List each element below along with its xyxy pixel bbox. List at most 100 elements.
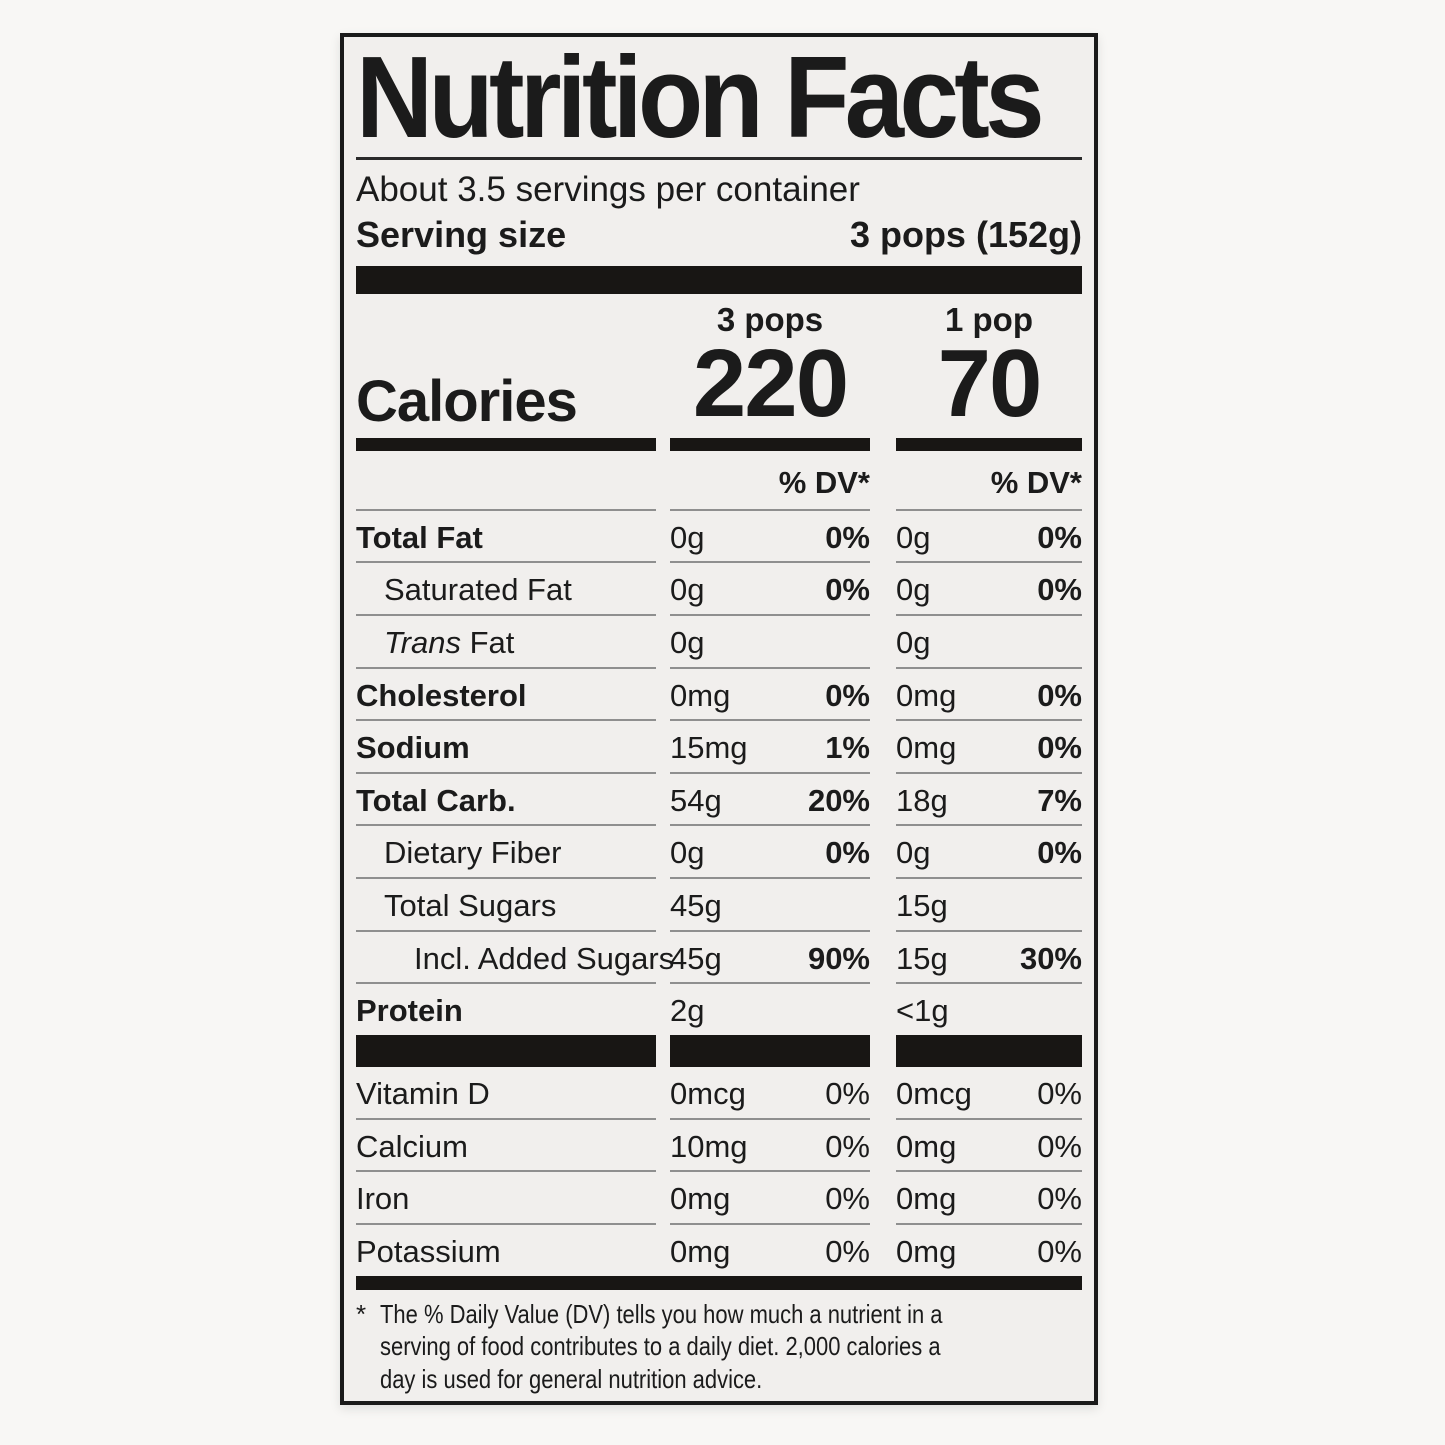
- nutrient-daily-value: 0%: [1037, 730, 1082, 766]
- nutrient-amount: <1g: [896, 993, 949, 1029]
- nutrient-value-cell: 0mg 0%: [670, 1170, 870, 1223]
- nutrient-name: Total Fat: [356, 508, 656, 562]
- micronutrient-rows: Vitamin D 0mcg 0% 0mcg 0% Calcium 10mg 0% 0mg 0% I…: [356, 1067, 1082, 1276]
- nutrient-value-cell: 0g: [670, 613, 870, 667]
- nutrient-name: Vitamin D: [356, 1076, 490, 1112]
- nutrient-value-cell: 0mg 0%: [896, 1222, 1082, 1276]
- nutrient-name: Calcium: [356, 1117, 656, 1171]
- nutrient-value-cell: 0g 0%: [670, 561, 870, 614]
- nutrient-value-cell: 0mg 0%: [896, 1170, 1082, 1223]
- nutrient-daily-value: 0%: [1037, 1233, 1082, 1269]
- section-bar-segment: [896, 1035, 1082, 1068]
- nutrient-daily-value: 7%: [1037, 782, 1082, 818]
- nutrient-value-cell: 2g: [670, 982, 870, 1035]
- daily-value-header: % DV*: [778, 464, 870, 500]
- nutrient-value-cell: <1g: [896, 982, 1082, 1035]
- nutrient-daily-value: 0%: [825, 1076, 870, 1112]
- nutrient-daily-value: 0%: [1037, 1128, 1082, 1164]
- nutrient-value-cell: 10mg 0%: [670, 1117, 870, 1171]
- calories-divider-segment: [356, 437, 656, 451]
- nutrient-row: Total Carb. 54g 20% 18g 7%: [356, 771, 1082, 825]
- micronutrient-row: Potassium 0mg 0% 0mg 0%: [356, 1222, 1082, 1276]
- nutrient-name: Total Sugars: [356, 877, 656, 930]
- nutrient-name: Dietary Fiber: [356, 824, 656, 877]
- nutrient-daily-value: 0%: [1037, 1076, 1082, 1112]
- nutrient-name: Saturated Fat: [356, 561, 656, 614]
- section-bars: [356, 1035, 1082, 1068]
- daily-value-header-row: % DV* % DV*: [356, 451, 1082, 509]
- nutrient-name: Iron: [356, 1170, 656, 1223]
- label-title: Nutrition Facts: [356, 33, 1045, 162]
- nutrient-amount: 0mg: [670, 677, 731, 713]
- nutrient-amount: 0g: [670, 519, 705, 555]
- nutrient-amount: 0mg: [896, 730, 957, 766]
- nutrition-facts-label: Nutrition Facts About 3.5 servings per c…: [340, 33, 1098, 1405]
- nutrient-value-cell: 45g 90%: [670, 929, 870, 983]
- micronutrient-row: Iron 0mg 0% 0mg 0%: [356, 1170, 1082, 1223]
- nutrient-row: Dietary Fiber 0g 0% 0g 0%: [356, 824, 1082, 877]
- nutrient-amount: 0g: [896, 624, 931, 660]
- calories-divider-segment: [896, 437, 1082, 451]
- nutrient-amount: 0mg: [670, 1181, 731, 1217]
- nutrient-daily-value: 30%: [1019, 940, 1082, 976]
- calories-divider-segment: [670, 437, 870, 451]
- nutrient-row: Incl. Added Sugars 45g 90% 15g 30%: [356, 929, 1082, 983]
- nutrient-value-cell: 0g 0%: [670, 824, 870, 877]
- nutrient-row: Cholesterol 0mg 0% 0mg 0%: [356, 666, 1082, 720]
- nutrient-daily-value: 0%: [1037, 1181, 1082, 1217]
- column-headers-row: 3 pops 1 pop: [356, 301, 1082, 338]
- nutrient-value-cell: 54g 20%: [670, 771, 870, 825]
- nutrient-value-cell: 15g 30%: [896, 929, 1082, 983]
- nutrient-row: Trans Fat 0g 0g: [356, 613, 1082, 667]
- nutrient-amount: 0g: [896, 572, 931, 608]
- calories-value-per-serving: 220: [692, 330, 849, 438]
- nutrient-amount: 2g: [670, 993, 705, 1029]
- nutrient-value-cell: 0mcg 0%: [670, 1067, 870, 1118]
- nutrient-daily-value: 0%: [825, 572, 870, 608]
- nutrient-name: Protein: [356, 982, 656, 1035]
- nutrient-amount: 15mg: [670, 730, 748, 766]
- servings-per-container: About 3.5 servings per container: [356, 170, 860, 209]
- nutrient-amount: 0mcg: [896, 1076, 972, 1112]
- nutrient-amount: 15g: [896, 888, 948, 924]
- nutrient-daily-value: 0%: [825, 677, 870, 713]
- nutrient-amount: 45g: [670, 940, 722, 976]
- nutrient-name: Sodium: [356, 719, 656, 772]
- nutrient-amount: 0mg: [670, 1233, 731, 1269]
- column-header-spacer: [356, 302, 656, 338]
- nutrient-amount: 54g: [670, 782, 722, 818]
- nutrient-row: Total Sugars 45g 15g: [356, 877, 1082, 930]
- column-header-per-serving: 3 pops: [716, 301, 824, 338]
- nutrient-value-cell: 15g: [896, 877, 1082, 930]
- nutrient-amount: 15g: [896, 940, 948, 976]
- nutrient-row: Total Fat 0g 0% 0g 0%: [356, 508, 1082, 562]
- nutrient-daily-value: 0%: [825, 1128, 870, 1164]
- nutrient-row: Protein 2g <1g: [356, 982, 1082, 1035]
- nutrient-daily-value: 0%: [1037, 519, 1082, 555]
- section-bar-segment: [356, 1035, 656, 1068]
- calories-label: Calories: [356, 368, 578, 434]
- nutrient-amount: 45g: [670, 888, 722, 924]
- calories-value-per-unit: 70: [937, 330, 1043, 438]
- nutrient-daily-value: 0%: [1037, 677, 1082, 713]
- nutrient-value-cell: 0mg 0%: [896, 719, 1082, 772]
- nutrient-amount: 0mg: [896, 677, 957, 713]
- nutrient-daily-value: 0%: [825, 1181, 870, 1217]
- footnote: * The % Daily Value (DV) tells you how m…: [356, 1298, 1082, 1396]
- nutrient-value-cell: 0g 0%: [896, 508, 1082, 562]
- nutrient-row: Saturated Fat 0g 0% 0g 0%: [356, 561, 1082, 614]
- footnote-marker: *: [356, 1298, 367, 1329]
- nutrient-daily-value: 0%: [1037, 835, 1082, 871]
- nutrient-value-cell: 0mg 0%: [670, 666, 870, 720]
- serving-size-row: Serving size 3 pops (152g): [356, 214, 1082, 266]
- section-bar-segment: [670, 1035, 870, 1068]
- nutrient-amount: 18g: [896, 782, 948, 818]
- nutrient-row: Sodium 15mg 1% 0mg 0%: [356, 719, 1082, 772]
- nutrient-daily-value: 20%: [807, 782, 870, 818]
- nutrient-amount: 0g: [670, 624, 705, 660]
- column-header-per-unit: 1 pop: [945, 301, 1033, 338]
- nutrient-value-cell: 0mg 0%: [670, 1222, 870, 1276]
- nutrient-name: Cholesterol: [356, 666, 656, 720]
- nutrient-value-cell: 0g 0%: [670, 508, 870, 562]
- nutrient-value-cell: 0mg 0%: [896, 666, 1082, 720]
